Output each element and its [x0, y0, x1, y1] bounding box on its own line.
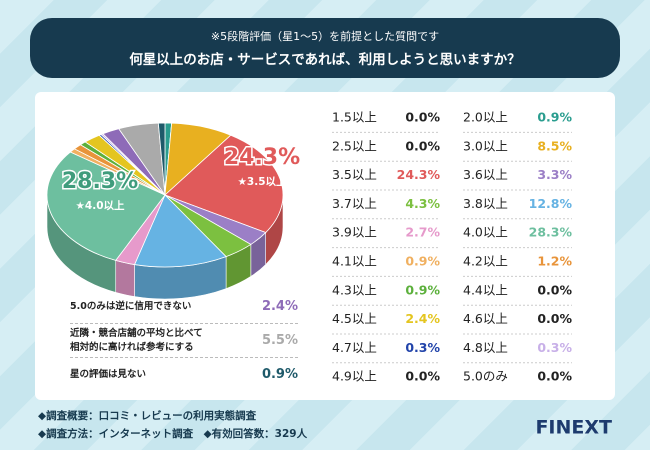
table-value: 0.9% [405, 254, 440, 269]
table-label: 2.0以上 [463, 110, 508, 125]
table-label: 3.9以上 [332, 225, 377, 240]
extra-label: 近隣・競合店舗の平均と比べて 相対的に高ければ参考にする [70, 328, 203, 353]
table-label: 4.1以上 [332, 254, 377, 269]
table-label: 4.4以上 [463, 282, 508, 297]
table-label: 4.2以上 [463, 254, 508, 269]
table-label: 3.8以上 [463, 196, 508, 211]
callout-value: 28.3% [62, 169, 138, 194]
extra-value: 5.5% [261, 333, 298, 348]
table-value: 0.0% [405, 110, 440, 125]
header-question: 何星以上のお店・サービスであれば、利用しようと思いますか？ [129, 51, 520, 68]
table-label: 4.5以上 [332, 311, 377, 326]
callout-label: ★3.5以上 [237, 175, 287, 188]
table-label: 4.6以上 [463, 311, 508, 326]
table-label: 3.0以上 [463, 138, 508, 153]
table-value: 0.3% [537, 340, 572, 355]
extra-value: 2.4% [261, 299, 298, 314]
table-value: 0.3% [405, 340, 440, 355]
table-value: 0.0% [537, 369, 572, 384]
table-value: 12.8% [529, 196, 573, 211]
extra-label: 5.0のみは逆に信用できない [70, 300, 192, 312]
table-value: 8.5% [537, 138, 572, 153]
table-label: 1.5以上 [332, 110, 377, 125]
table-value: 24.3% [397, 167, 441, 182]
pie-slice [164, 134, 284, 234]
table-label: 4.0以上 [463, 225, 508, 240]
table-label: 3.5以上 [332, 167, 377, 182]
logo: FINEXT [535, 417, 612, 439]
table-label: 2.5以上 [332, 138, 377, 153]
pie-slice [157, 122, 166, 196]
extra-row: 5.0のみは逆に信用できない 2.4% [70, 290, 298, 324]
extra-value: 0.9% [261, 367, 298, 382]
table-value: 0.9% [405, 282, 440, 297]
callout-value: 24.3% [224, 145, 300, 170]
table-label: 3.7以上 [332, 196, 377, 211]
extra-label: 星の評価は見ない [70, 368, 147, 380]
pie-tops [46, 122, 284, 268]
table-label: 5.0のみ [463, 369, 508, 384]
table-value: 28.3% [529, 225, 573, 240]
extras-list: 5.0のみは逆に信用できない 2.4% 近隣・競合店舗の平均と比べて 相対的に高けれ… [70, 290, 298, 391]
footer-line: ◆調査方法：インターネット調査 ◆有効回答数：329人 [38, 427, 308, 440]
pie-slice [46, 151, 166, 261]
table-value: 2.4% [405, 311, 440, 326]
table-label: 4.9以上 [332, 369, 377, 384]
header-box [30, 18, 620, 78]
extra-row: 星の評価は見ない 0.9% [70, 358, 298, 391]
table-value: 0.0% [405, 138, 440, 153]
table-value: 0.0% [405, 369, 440, 384]
table-label: 3.6以上 [463, 167, 508, 182]
table-value: 0.9% [537, 110, 572, 125]
footer-line: ◆調査概要：口コミ・レビューの利用実態調査 [38, 409, 257, 422]
table-label: 4.8以上 [463, 340, 508, 355]
header-note: ※5段階評価（星1〜5）を前提とした質問です [211, 29, 439, 43]
table-label: 4.7以上 [332, 340, 377, 355]
table-value: 1.2% [537, 254, 572, 269]
table-label: 4.3以上 [332, 282, 377, 297]
callout-label: ★4.0以上 [75, 199, 125, 212]
table-value: 0.0% [537, 311, 572, 326]
table-value: 3.3% [537, 167, 572, 182]
table-value: 0.0% [537, 282, 572, 297]
extra-row: 近隣・競合店舗の平均と比べて 相対的に高ければ参考にする 5.5% [70, 324, 298, 358]
table-value: 2.7% [405, 225, 440, 240]
table-value: 4.3% [405, 196, 440, 211]
